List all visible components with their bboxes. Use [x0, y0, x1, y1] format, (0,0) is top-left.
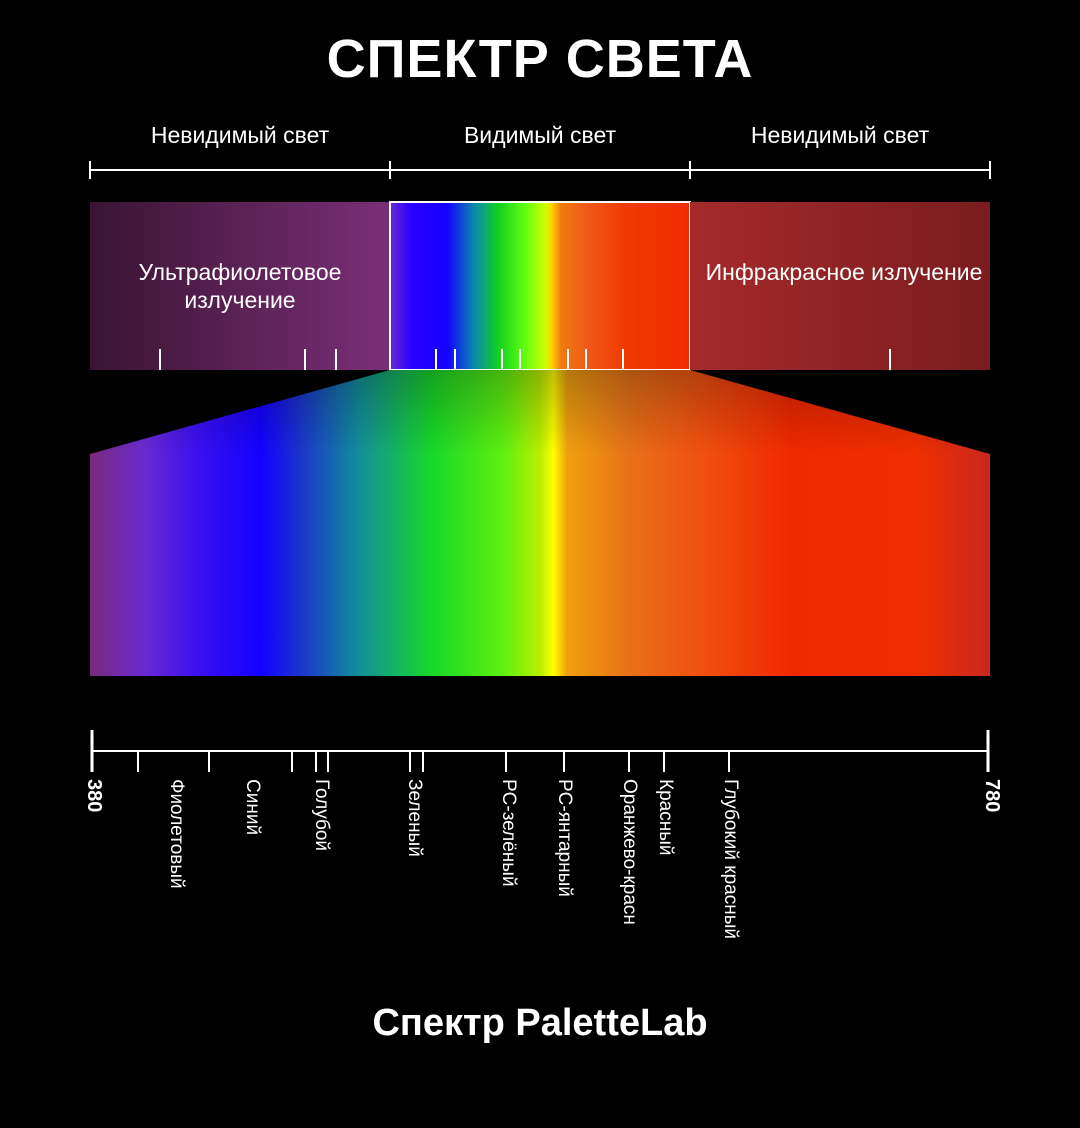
scale-label-deep-red: Глубокий красный — [720, 779, 741, 939]
full-spectrum-bar — [90, 454, 990, 676]
ir-band-label: Инфракрасное излучение — [705, 259, 983, 285]
wavelength-scale — [90, 730, 990, 772]
uv-band — [90, 202, 390, 370]
region-label-invisible-left: Невидимый свет — [150, 122, 330, 148]
scale-label-blue: Синий — [242, 779, 263, 836]
scale-min-label: 380 — [83, 779, 105, 813]
region-label-visible: Видимый свет — [463, 122, 617, 148]
scale-label-green: Зеленый — [404, 779, 425, 857]
scale-label-red-orange: Оранжево-красн — [619, 779, 640, 925]
scale-label-light-blue: Голубой — [311, 779, 332, 852]
scale-label-pc-green: PC-зелёный — [498, 779, 519, 887]
page-title: СПЕКТР СВЕТА — [326, 29, 754, 89]
region-label-invisible-right: Невидимый свет — [750, 122, 930, 148]
footer-brand: Спектр PaletteLab — [372, 1002, 708, 1044]
ir-band — [690, 202, 990, 370]
visible-band — [390, 202, 690, 370]
band-ticks — [159, 349, 891, 370]
uv-band-label: Ультрафиолетовое излучение — [138, 259, 342, 313]
scale-label-red: Красный — [655, 779, 676, 856]
scale-label-violet: Фиолетовый — [166, 779, 187, 889]
region-bracket — [89, 161, 991, 179]
scale-max-label: 780 — [981, 779, 1003, 813]
scale-label-pc-amber: PC-янтарный — [554, 779, 575, 897]
